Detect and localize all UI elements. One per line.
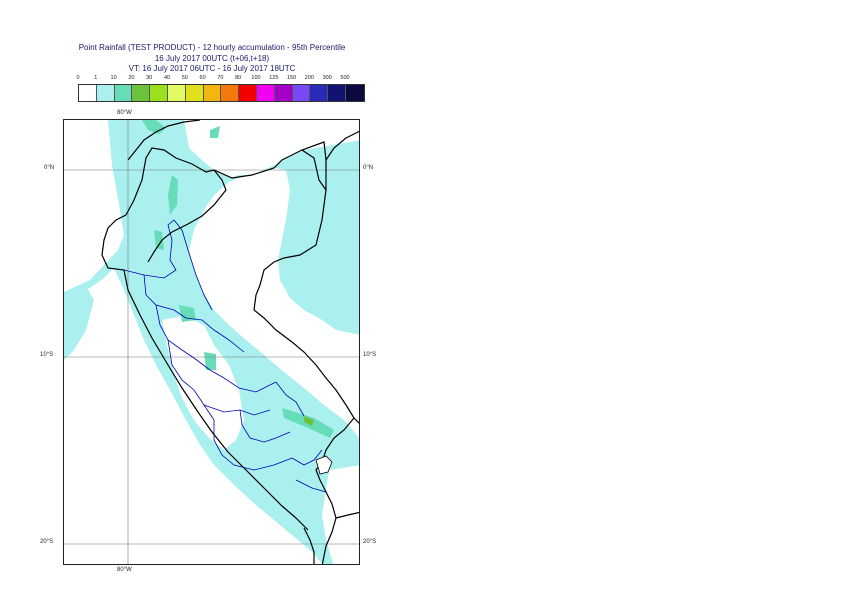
legend-swatch [292, 85, 311, 101]
border-brazil-peru [253, 309, 359, 424]
legend-threshold-label: 20 [128, 75, 135, 81]
dry-area-south-interior [322, 465, 359, 564]
legend-swatch [345, 85, 364, 101]
legend-swatch [328, 85, 346, 101]
lat-label-right-0: 0°N [363, 165, 374, 171]
border-brazil-north [325, 130, 359, 161]
rain-patch-moderate-3 [154, 230, 164, 250]
dry-area-highlands [162, 316, 244, 450]
legend-swatch [274, 85, 293, 101]
border-chile-peru [303, 527, 315, 564]
legend-swatch [203, 85, 222, 101]
legend-swatch [239, 85, 257, 101]
legend-swatch [256, 85, 275, 101]
legend-threshold-label: 80 [235, 75, 242, 81]
lon-label-top: 80°W [117, 110, 132, 116]
lon-label-bottom: 80°W [117, 567, 132, 573]
rain-patch-moderate-5 [204, 352, 216, 370]
legend-threshold-labels: 0 1 10 20 30 40 50 60 70 80 100 125 150 200 300 500 [70, 75, 360, 84]
rain-patch-moderate-7 [210, 126, 220, 138]
legend-threshold-label: 300 [322, 75, 332, 81]
title-line-3: VT: 16 July 2017 06UTC - 16 July 2017 18… [128, 64, 296, 73]
legend-threshold-label: 1 [94, 75, 98, 81]
legend-threshold-label: 125 [269, 75, 279, 81]
legend-swatch [96, 85, 115, 101]
dry-area-pacific-north [64, 120, 124, 292]
legend-swatch [185, 85, 204, 101]
legend-swatch [132, 85, 151, 101]
lat-label-left-20s: 20°S [40, 539, 54, 545]
legend-threshold-label: 40 [163, 75, 171, 81]
coastline-pacific [101, 214, 309, 531]
dry-area-amazon-central [189, 168, 359, 438]
lake-titicaca [315, 455, 333, 475]
lat-label-left-10s: 10°S [40, 352, 54, 358]
rain-patch-moderate-2 [168, 175, 178, 215]
legend-swatch [150, 85, 168, 101]
legend-color-bar [78, 84, 365, 102]
border-colombia-peru [213, 141, 327, 311]
legend-threshold-label: 60 [199, 75, 206, 81]
legend-threshold-label: 10 [110, 75, 117, 81]
rain-patch-moderate-4 [179, 305, 196, 322]
dry-area-pacific-hole [64, 286, 94, 360]
border-colombia-ecuador [127, 120, 201, 161]
legend-swatch [310, 85, 329, 101]
legend-threshold-label: 500 [340, 75, 350, 81]
lat-label-left-0: 0°N [44, 165, 55, 171]
lat-label-right-10s: 10°S [363, 352, 377, 358]
border-bolivia-peru [315, 417, 355, 564]
legend-threshold-label: 30 [146, 75, 153, 81]
dry-area-pacific-central [64, 268, 323, 564]
legend-threshold-label: 100 [251, 75, 261, 81]
peru-rainfall-map [64, 120, 359, 564]
legend-swatch [114, 85, 133, 101]
map-title-block: Point Rainfall (TEST PRODUCT) - 12 hourl… [0, 43, 424, 75]
legend-threshold-label: 50 [181, 75, 188, 81]
dry-area-amazon-north [184, 120, 359, 178]
legend-swatch [167, 85, 186, 101]
country-borders [101, 120, 359, 564]
border-bolivia-brazil [335, 511, 359, 519]
rain-patch-heavy [304, 416, 314, 426]
lat-label-right-20s: 20°S [363, 539, 377, 545]
legend-threshold-label: 70 [217, 75, 224, 81]
map-panel[interactable] [63, 119, 360, 565]
title-line-2: 16 July 2017 00UTC (t+06,t+18) [154, 53, 270, 63]
legend-swatch [79, 85, 97, 101]
legend-threshold-label: 150 [287, 75, 297, 81]
legend-threshold-label: 0 [76, 75, 80, 81]
title-line-1: Point Rainfall (TEST PRODUCT) - 12 hourl… [78, 43, 346, 52]
legend-swatch [221, 85, 240, 101]
legend-threshold-label: 200 [304, 75, 314, 81]
border-brazil-inner [301, 149, 327, 191]
